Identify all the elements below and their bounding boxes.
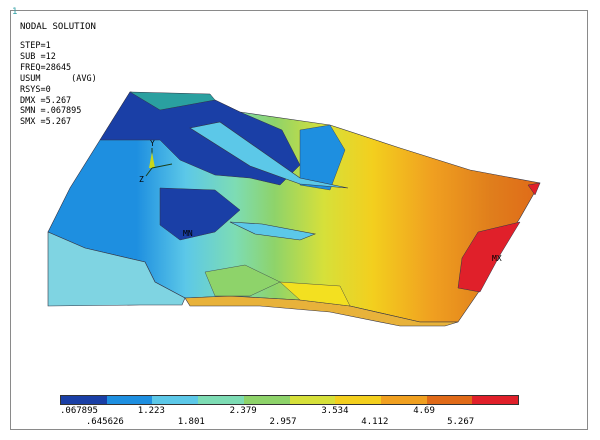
legend-swatch-9 — [426, 396, 473, 404]
upper-slot — [189, 121, 349, 189]
param-usum: USUM (AVG) — [20, 73, 97, 84]
region-green — [204, 264, 281, 297]
solution-parameters: STEP=1 SUB =12 FREQ=28645 USUM (AVG) RSY… — [20, 41, 97, 128]
param-dmx: DMX =5.267 — [20, 95, 72, 106]
contour-legend-bar — [60, 395, 519, 405]
triad-z-label: Z — [139, 175, 144, 184]
region-yellow — [279, 281, 351, 307]
legend-tick-top-3: 2.379 — [229, 406, 257, 416]
max-label: MX — [492, 254, 502, 263]
triad-y-label: Y — [150, 139, 155, 148]
legend-tick-top-4: 3.534 — [321, 406, 349, 416]
legend-tick-bottom-5: 5.267 — [447, 417, 475, 427]
lower-slot — [229, 221, 317, 241]
region-blue-band — [299, 124, 346, 191]
legend-swatch-6 — [289, 396, 336, 404]
region-min-lower — [159, 187, 241, 241]
param-smn: SMN =.067895 — [20, 106, 82, 117]
legend-tick-bottom-4: 4.112 — [361, 417, 389, 427]
min-label: MN — [183, 229, 193, 238]
legend-tick-bottom-3: 2.957 — [269, 417, 297, 427]
region-top-teal — [129, 91, 216, 111]
legend-swatch-4 — [198, 396, 244, 404]
legend-tick-top-2: 1.223 — [137, 406, 165, 416]
param-smx: SMX =5.267 — [20, 117, 72, 128]
legend-tick-top-5: 4.69 — [413, 406, 435, 416]
legend-swatch-5 — [243, 396, 290, 404]
plot-title: NODAL SOLUTION — [20, 22, 96, 32]
model-lower-edge — [184, 295, 459, 327]
legend-swatch-10 — [472, 396, 519, 404]
param-step: STEP=1 — [20, 41, 51, 51]
region-max — [457, 221, 521, 293]
legend-tick-bottom-2: 1.801 — [177, 417, 205, 427]
region-max-corner — [527, 182, 541, 196]
param-rsys: RSYS=0 — [20, 84, 51, 95]
triad-z-axis — [145, 167, 153, 177]
legend-swatch-2 — [106, 396, 153, 404]
window-number: 1 — [12, 7, 18, 17]
legend-swatch-7 — [335, 396, 381, 404]
triad-marker — [149, 152, 155, 168]
param-sub: SUB =12 — [20, 51, 56, 62]
legend-swatch-1 — [61, 396, 107, 404]
legend-tick-bottom-1: .645626 — [85, 417, 124, 427]
triad-x-axis — [151, 163, 173, 169]
legend-swatch-8 — [380, 396, 427, 404]
legend-tick-top-1: .067895 — [60, 406, 98, 416]
legend-swatch-3 — [152, 396, 199, 404]
param-freq: FREQ=28645 — [20, 62, 72, 73]
